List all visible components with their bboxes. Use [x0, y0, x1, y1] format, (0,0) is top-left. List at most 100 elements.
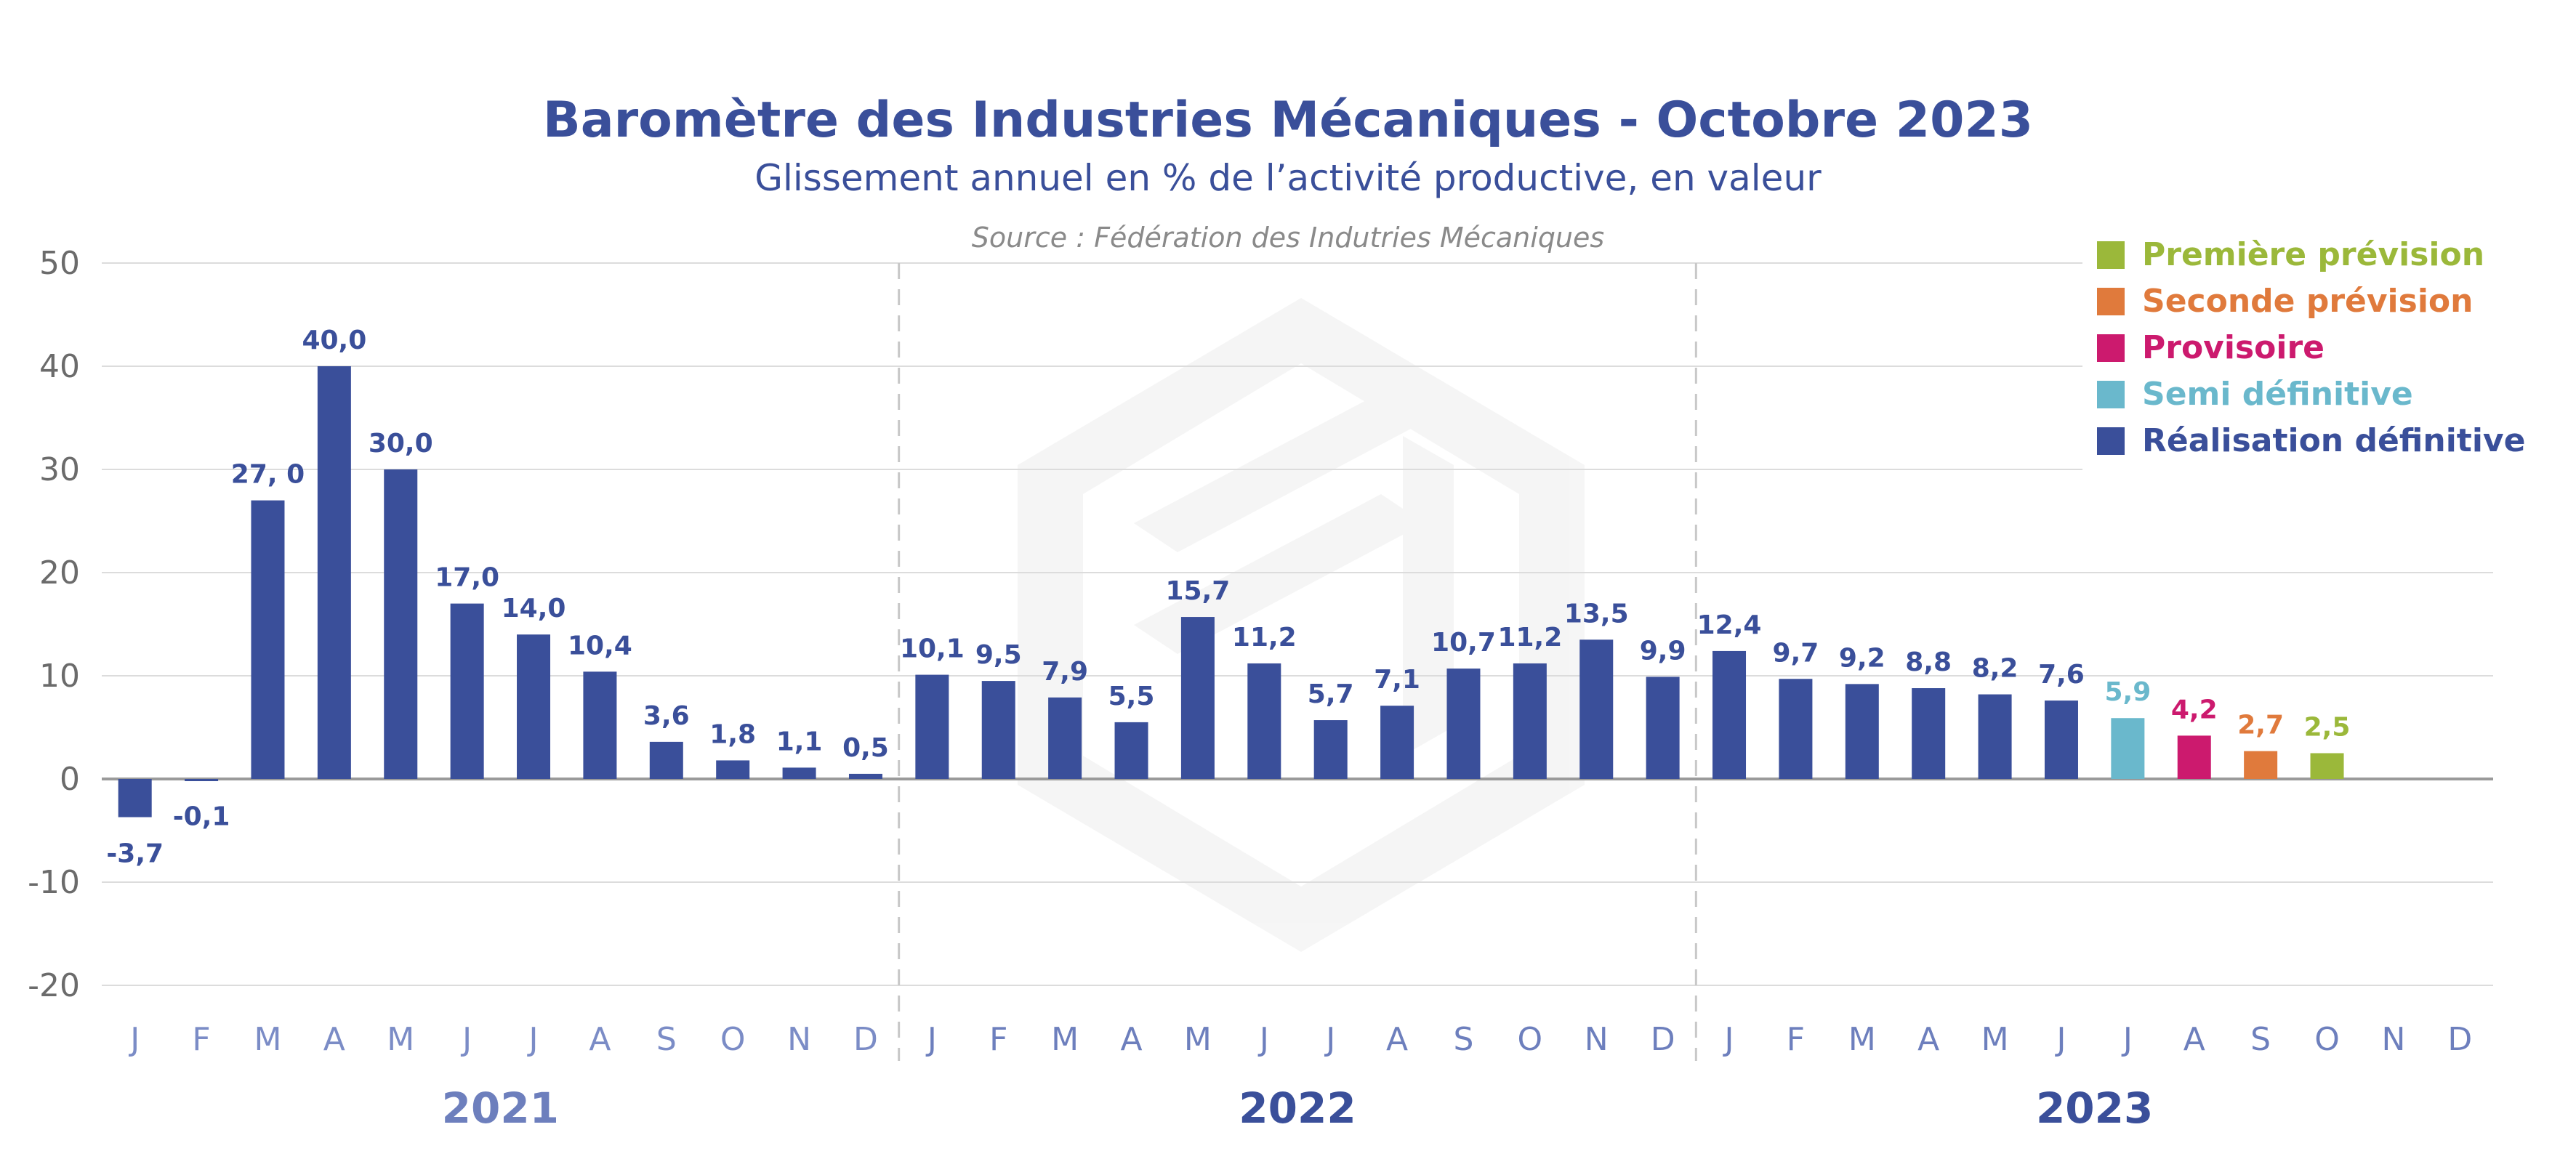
data-label: 8,2: [1972, 654, 2018, 684]
bar: [317, 366, 351, 779]
chart-source: Source : Fédération des Indutries Mécani…: [972, 222, 1604, 254]
data-label: 27, 0: [231, 460, 305, 490]
bar: [118, 779, 152, 817]
data-label: 11,2: [1232, 623, 1297, 653]
legend-swatch: [2097, 241, 2125, 269]
legend: Première prévision Seconde prévision Provi…: [2082, 234, 2525, 474]
x-tick-label: D: [853, 1021, 878, 1058]
bar: [1446, 669, 1481, 779]
data-label: 30,0: [369, 429, 433, 459]
bar: [583, 671, 617, 779]
data-label: 2,5: [2304, 713, 2351, 743]
bar: [1712, 650, 1747, 779]
data-label: 7,6: [2038, 660, 2085, 690]
x-tick-label: J: [2054, 1021, 2066, 1058]
legend-swatch: [2097, 334, 2125, 362]
x-tick-label: M: [1848, 1021, 1876, 1058]
legend-label: Réalisation définitive: [2142, 422, 2525, 459]
data-label: 12,4: [1697, 610, 1762, 640]
x-tick-label: N: [2381, 1021, 2405, 1058]
bar: [915, 674, 949, 779]
x-tick-label: J: [527, 1021, 539, 1058]
bar: [848, 773, 882, 779]
y-tick-label: 20: [39, 554, 80, 591]
legend-label: Seconde prévision: [2142, 283, 2473, 320]
x-tick-label: J: [1723, 1021, 1734, 1058]
x-tick-label: A: [1917, 1021, 1939, 1058]
x-tick-label: M: [254, 1021, 281, 1058]
x-tick-label: M: [1981, 1021, 2009, 1058]
data-label: 5,5: [1108, 682, 1155, 711]
y-tick-label: 50: [39, 245, 80, 282]
x-tick-label: M: [387, 1021, 414, 1058]
data-label: 15,7: [1166, 576, 1231, 606]
x-tick-label: O: [1518, 1021, 1543, 1058]
bar: [2111, 718, 2145, 779]
bar: [2244, 751, 2278, 779]
x-tick-label: A: [323, 1021, 345, 1058]
data-label: 9,5: [975, 640, 1022, 670]
y-tick-label: -10: [28, 864, 80, 901]
year-label: 2023: [2036, 1083, 2153, 1133]
bar: [1114, 722, 1148, 779]
chart-subtitle: Glissement annuel en % de l’activité pro…: [754, 157, 1822, 199]
data-label: 9,2: [1839, 643, 1885, 673]
x-tick-label: O: [2314, 1021, 2340, 1058]
x-tick-label: J: [1324, 1021, 1335, 1058]
x-tick-label: F: [192, 1021, 210, 1058]
y-tick-label: -20: [28, 967, 80, 1004]
bar: [1180, 617, 1215, 779]
year-label: 2022: [1239, 1083, 1356, 1133]
y-tick-label: 0: [60, 761, 80, 798]
bar: [517, 634, 551, 779]
x-tick-label: O: [720, 1021, 746, 1058]
legend-swatch: [2097, 288, 2125, 315]
bars: [118, 366, 2344, 817]
data-label: 9,7: [1773, 638, 1819, 668]
bar: [2177, 735, 2211, 779]
x-tick-label: J: [460, 1021, 472, 1058]
data-label: 9,9: [1640, 636, 1686, 666]
data-label: 2,7: [2237, 711, 2284, 740]
data-label: 5,9: [2104, 677, 2151, 707]
x-tick-label: M: [1184, 1021, 1212, 1058]
bar: [782, 767, 816, 779]
x-axis: J F M A M J J A S O N D J F M A M J J A S O N D J F M A M J J A S O N D 2021…: [128, 1021, 2472, 1133]
bar: [1646, 677, 1680, 779]
x-tick-label: A: [1120, 1021, 1142, 1058]
data-label: -0,1: [173, 801, 230, 831]
data-label: 10,7: [1431, 628, 1496, 658]
y-tick-label: 10: [39, 658, 80, 695]
data-label: 3,6: [643, 701, 690, 731]
bar: [2310, 753, 2344, 779]
data-label: 8,8: [1905, 647, 1952, 677]
legend-label: Provisoire: [2142, 329, 2325, 366]
x-tick-label: N: [787, 1021, 811, 1058]
x-tick-label: S: [656, 1021, 677, 1058]
data-label: -3,7: [106, 839, 164, 869]
chart-title: Baromètre des Industries Mécaniques - Oc…: [543, 92, 2033, 149]
x-tick-label: J: [128, 1021, 140, 1058]
data-label: 17,0: [435, 563, 499, 593]
x-tick-label: S: [1454, 1021, 1474, 1058]
legend-swatch: [2097, 381, 2125, 408]
data-label: 11,2: [1497, 623, 1562, 653]
data-label: 1,1: [776, 727, 823, 756]
bar: [1513, 663, 1547, 779]
bar: [2044, 700, 2078, 779]
data-label: 1,8: [709, 719, 756, 749]
bar: [1845, 684, 1879, 779]
data-label: 10,1: [900, 634, 965, 664]
x-tick-label: J: [1257, 1021, 1269, 1058]
bar: [1247, 663, 1281, 779]
legend-label: Première prévision: [2142, 236, 2484, 273]
x-tick-label: J: [925, 1021, 937, 1058]
x-tick-label: A: [589, 1021, 611, 1058]
legend-background: [2082, 234, 2504, 474]
bar: [981, 681, 1015, 779]
year-label: 2021: [442, 1083, 559, 1133]
bar: [1779, 679, 1813, 779]
x-tick-label: A: [2183, 1021, 2205, 1058]
data-label: 13,5: [1564, 599, 1629, 629]
